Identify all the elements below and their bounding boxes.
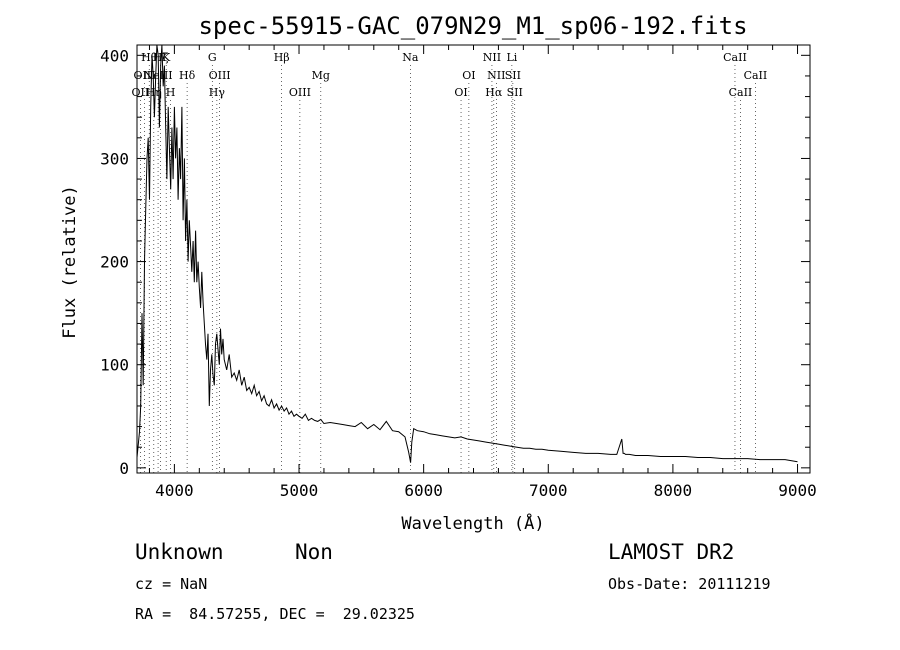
line-label: Hθ	[141, 51, 158, 64]
line-label: OIII	[133, 69, 155, 82]
x-tick-label: 6000	[404, 481, 443, 500]
line-label: G	[208, 51, 217, 64]
line-label: H	[166, 86, 176, 99]
line-label: Na	[402, 51, 419, 64]
line-label: Hα	[485, 86, 503, 99]
line-label: NII	[487, 69, 505, 82]
spectrum-line	[136, 44, 798, 463]
line-label: OIII	[289, 86, 311, 99]
line-label: OI	[462, 69, 475, 82]
redshift-cz: cz = NaN	[135, 575, 208, 593]
plot-frame	[136, 44, 811, 474]
object-subclass: Non	[295, 540, 333, 564]
x-tick-label: 4000	[155, 481, 194, 500]
x-axis-ticks: 4000 5000 6000 7000 8000 9000	[148, 45, 817, 500]
observation-date: Obs-Date: 20111219	[608, 575, 771, 593]
y-axis-label: Flux (relative)	[60, 185, 80, 339]
line-label: Hβ	[274, 51, 290, 64]
y-tick-label: 0	[119, 459, 129, 478]
x-tick-label: 7000	[529, 481, 568, 500]
y-tick-label: 300	[100, 149, 129, 168]
line-label: CaII	[744, 69, 768, 82]
line-label: Hδ	[179, 69, 196, 82]
line-label: Mg	[312, 69, 330, 82]
y-axis-ticks: 0 100 200 300 400	[100, 46, 810, 478]
x-tick-label: 9000	[778, 481, 817, 500]
line-label: Hγ	[209, 86, 226, 99]
spectral-line-markers: OIIOIIIHθHηNeIIIHζKHHδGHγOIIIHβOIIIMgNaO…	[132, 51, 768, 473]
survey-name: LAMOST DR2	[608, 540, 735, 564]
line-label: SII	[507, 86, 523, 99]
line-label: NII	[483, 51, 501, 64]
x-tick-label: 8000	[654, 481, 693, 500]
line-label: OI	[454, 86, 467, 99]
y-tick-label: 200	[100, 253, 129, 272]
x-axis-label: Wavelength (Å)	[401, 512, 544, 534]
line-label: K	[162, 51, 171, 64]
line-label: OIII	[209, 69, 231, 82]
chart-title: spec-55915-GAC_079N29_M1_sp06-192.fits	[198, 12, 747, 40]
coordinates: RA = 84.57255, DEC = 29.02325	[135, 605, 415, 623]
line-label: OII	[132, 86, 150, 99]
line-label: SII	[505, 69, 521, 82]
y-tick-label: 400	[100, 46, 129, 65]
y-tick-label: 100	[100, 356, 129, 375]
line-label: Li	[506, 51, 517, 64]
object-class: Unknown	[135, 540, 224, 564]
line-label: CaII	[729, 86, 753, 99]
line-label: CaII	[723, 51, 747, 64]
x-tick-label: 5000	[280, 481, 319, 500]
